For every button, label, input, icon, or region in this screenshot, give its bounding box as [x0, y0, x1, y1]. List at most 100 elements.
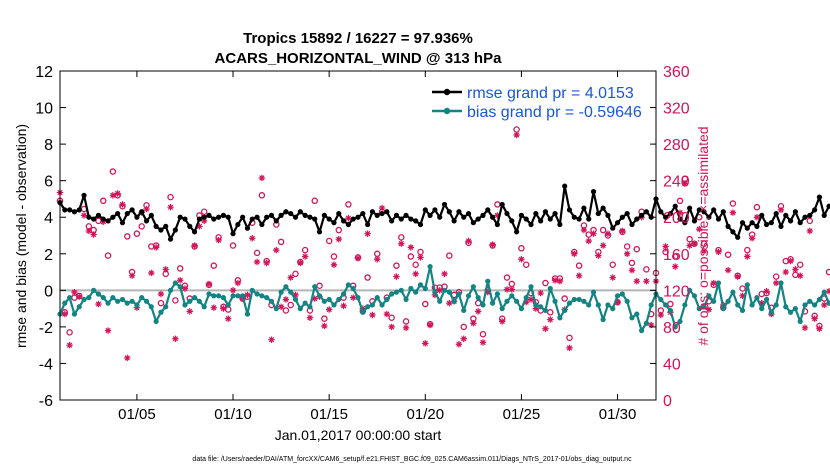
obs-assimilated-point	[599, 242, 607, 249]
bias-point	[614, 293, 621, 299]
obs-assimilated-point	[470, 320, 477, 327]
right-axis: 0 40 80 120 160 200 240 280 320 360	[650, 64, 690, 410]
bias-point	[163, 304, 169, 310]
x-tick-label: 01/30	[599, 406, 637, 423]
bias-point	[754, 295, 760, 301]
bias-point	[264, 295, 270, 301]
obs-possible-point	[109, 168, 117, 175]
bias-point	[552, 298, 558, 304]
rmse-point	[369, 209, 376, 215]
obs-possible-point	[133, 230, 141, 237]
obs-possible-point	[479, 330, 487, 338]
bias-point	[465, 293, 472, 299]
bias-point	[768, 309, 774, 315]
rmse-point	[456, 209, 462, 215]
rmse-point	[331, 220, 337, 226]
rmse-point	[667, 210, 674, 217]
obs-assimilated-point	[494, 212, 501, 219]
rmse-point	[461, 214, 467, 220]
obs-assimilated-point	[61, 310, 69, 318]
rmse-point	[110, 214, 116, 220]
obs-possible-point	[599, 226, 607, 234]
bias-point	[802, 302, 808, 308]
bias-point	[196, 298, 202, 304]
obs-possible-point	[806, 217, 814, 225]
obs-assimilated-point	[575, 272, 583, 279]
rmse-point	[807, 212, 813, 218]
rmse-point	[826, 203, 830, 209]
rmse-point	[643, 209, 649, 215]
bias-point	[807, 298, 813, 304]
bias-point	[816, 296, 823, 303]
obs-possible-point	[104, 252, 112, 259]
rmse-point	[307, 214, 313, 220]
obs-possible-point	[547, 309, 554, 316]
obs-assimilated-point	[772, 279, 780, 287]
bias-point	[139, 295, 145, 301]
rmse-point	[62, 207, 68, 213]
rmse-point	[638, 212, 645, 218]
rmse-point	[350, 216, 356, 222]
bias-point	[571, 296, 577, 303]
legend-label-bias: bias grand pr = -0.59646	[467, 104, 642, 121]
bias-point	[95, 291, 102, 297]
obs-possible-point	[316, 282, 323, 290]
rmse-point	[71, 209, 78, 215]
obs-possible-point	[792, 271, 799, 279]
obs-assimilated-point	[301, 253, 309, 260]
bias-point	[715, 280, 722, 286]
obs-assimilated-point	[402, 324, 410, 332]
rmse-point	[720, 209, 726, 215]
obs-possible-point	[522, 261, 530, 268]
obs-assimilated-point	[354, 255, 362, 262]
obs-possible-point	[643, 266, 650, 273]
bias-point	[86, 295, 92, 301]
obs-assimilated-point	[503, 286, 511, 293]
rmse-point	[365, 221, 371, 228]
obs-assimilated-point	[580, 226, 588, 234]
bias-point	[374, 295, 380, 301]
bias-point	[437, 298, 443, 304]
rmse-point	[504, 210, 510, 217]
bias-point	[321, 298, 327, 304]
bias-point	[76, 304, 82, 310]
rmse-point	[441, 201, 448, 208]
rmse-point	[816, 194, 823, 200]
bias-point	[216, 293, 222, 299]
chart-legend: rmse grand pr = 4.0153 bias grand pr = -0…	[432, 85, 642, 121]
bias-point	[413, 289, 419, 295]
obs-assimilated-point	[71, 288, 78, 296]
bias-point	[605, 302, 611, 308]
rmse-point	[600, 205, 606, 211]
obs-assimilated-point	[359, 305, 367, 312]
obs-possible-point	[345, 201, 352, 208]
obs-assimilated-point	[821, 301, 828, 309]
obs-assimilated-point	[196, 223, 203, 230]
right-tick-label: 240	[663, 174, 690, 191]
rmse-point	[735, 234, 741, 240]
obs-assimilated-point	[518, 256, 525, 263]
bias-point	[211, 293, 217, 299]
obs-assimilated-point	[696, 225, 703, 233]
obs-assimilated-point	[484, 288, 491, 296]
obs-possible-point	[686, 235, 693, 243]
obs-assimilated-point	[244, 291, 251, 299]
bias-point	[797, 318, 803, 325]
rmse-point	[446, 209, 452, 215]
obs-assimilated-point	[527, 296, 535, 303]
rmse-point	[211, 216, 217, 222]
bias-point	[220, 295, 227, 301]
bias-point	[528, 284, 534, 290]
obs-assimilated-point	[777, 206, 785, 214]
legend-marker-rmse	[443, 88, 451, 96]
bias-point	[595, 302, 601, 308]
rmse-point	[81, 192, 87, 198]
bias-point	[230, 293, 236, 299]
rmse-point	[302, 212, 308, 218]
obs-assimilated-point	[412, 270, 419, 278]
rmse-point	[783, 212, 789, 218]
y-axis-left-label: rmse and bias (model - observation)	[13, 124, 29, 348]
bias-point	[345, 282, 351, 288]
obs-assimilated-point	[715, 248, 722, 256]
bias-point	[778, 280, 784, 286]
